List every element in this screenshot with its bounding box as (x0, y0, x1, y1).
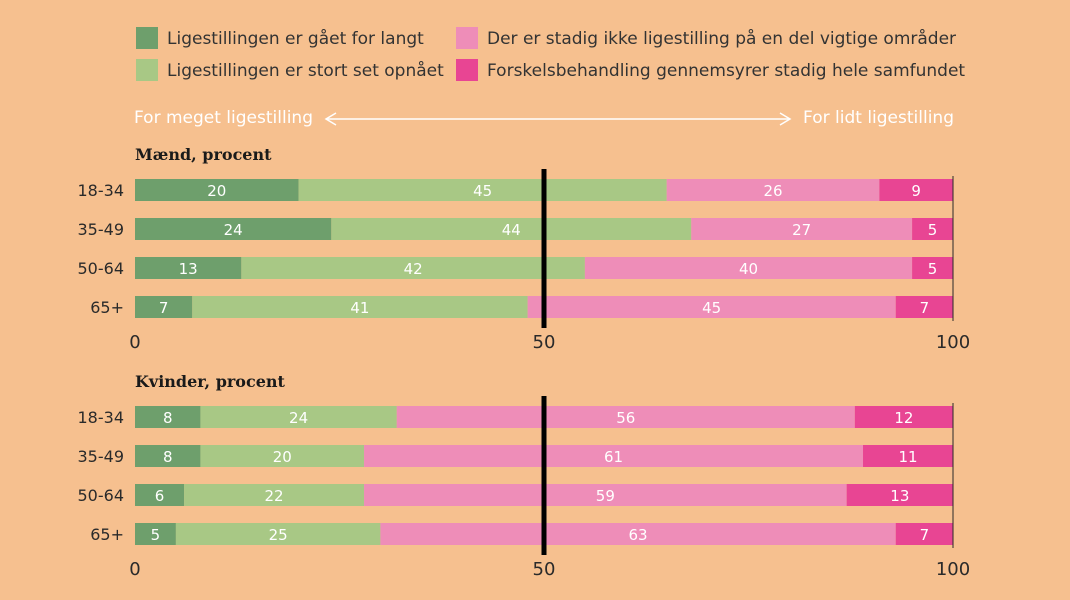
panel-title: Kvinder, procent (135, 372, 286, 391)
x-tick-label: 100 (936, 559, 970, 580)
bar-value-label: 20 (273, 448, 292, 466)
bar-value-label: 61 (604, 448, 623, 466)
bar-segment (135, 179, 299, 201)
category-label: 50-64 (78, 486, 125, 505)
bar-value-label: 7 (920, 526, 930, 544)
bar-segment (846, 484, 953, 506)
bar-segment (135, 257, 242, 279)
scale-right-label: For lidt ligestilling (803, 108, 954, 128)
arrow-right-icon (779, 112, 792, 126)
bar-segment (396, 406, 855, 428)
legend-swatch (136, 58, 158, 81)
bar-segment (584, 257, 913, 279)
bar-value-label: 45 (702, 299, 721, 317)
bar-value-label: 8 (163, 448, 173, 466)
bar-value-label: 13 (890, 487, 909, 505)
bar-segment (691, 218, 913, 240)
bar-segment (331, 218, 692, 240)
legend-label: Der er stadig ikke ligestilling på en de… (487, 29, 957, 49)
bar-segment (854, 406, 953, 428)
bar-value-label: 6 (155, 487, 165, 505)
legend-swatch (456, 58, 478, 81)
bar-segment (184, 484, 365, 506)
bar-segment (879, 179, 953, 201)
bar-value-label: 22 (265, 487, 284, 505)
bar-segment (135, 523, 176, 545)
bar-value-label: 26 (763, 182, 782, 200)
bar-value-label: 8 (163, 409, 173, 427)
bar-segment (200, 445, 365, 467)
bar-segment (912, 257, 953, 279)
bar-segment (298, 179, 667, 201)
bar-segment (527, 296, 896, 318)
bar-value-label: 9 (911, 182, 921, 200)
bar-segment (192, 296, 528, 318)
bar-segment (135, 484, 185, 506)
legend-label: Forskelsbehandling gennemsyrer stadig he… (487, 61, 966, 81)
bar-segment (135, 296, 193, 318)
legend-item: Ligestillingen er stort set opnået (136, 58, 444, 84)
x-tick-label: 50 (533, 332, 556, 353)
bar-value-label: 63 (629, 526, 648, 544)
panel-title: Mænd, procent (135, 145, 272, 164)
x-tick-label: 100 (936, 332, 970, 353)
bar-value-label: 56 (616, 409, 635, 427)
bar-value-label: 5 (928, 221, 938, 239)
bar-value-label: 24 (224, 221, 243, 239)
bar-value-label: 45 (473, 182, 492, 200)
legend-item: Forskelsbehandling gennemsyrer stadig he… (456, 58, 965, 84)
category-label: 18-34 (78, 408, 125, 427)
bar-value-label: 7 (159, 299, 169, 317)
category-label: 50-64 (78, 259, 125, 278)
bar-segment (863, 445, 953, 467)
bar-value-label: 24 (289, 409, 308, 427)
bar-segment (895, 296, 953, 318)
bar-segment (135, 406, 201, 428)
bar-value-label: 5 (151, 526, 161, 544)
bar-segment (912, 218, 953, 240)
legend-item: Ligestillingen er gået for langt (136, 26, 424, 52)
arrow-left-icon (324, 112, 337, 126)
bar-value-label: 41 (350, 299, 369, 317)
bar-value-label: 5 (928, 260, 938, 278)
category-label: 65+ (90, 525, 124, 544)
bar-value-label: 13 (179, 260, 198, 278)
bar-value-label: 11 (898, 448, 917, 466)
bar-segment (380, 523, 896, 545)
category-label: 35-49 (78, 220, 125, 239)
bar-value-label: 59 (596, 487, 615, 505)
legend-swatch (136, 26, 158, 49)
bar-value-label: 27 (792, 221, 811, 239)
bar-value-label: 40 (739, 260, 758, 278)
bar-segment (895, 523, 953, 545)
legend-item: Der er stadig ikke ligestilling på en de… (456, 26, 956, 52)
bar-segment (200, 406, 397, 428)
scale-left-label: For meget ligestilling (134, 108, 313, 128)
bar-segment (364, 484, 847, 506)
x-tick-label: 0 (129, 559, 140, 580)
bar-segment (666, 179, 880, 201)
category-label: 65+ (90, 298, 124, 317)
category-label: 35-49 (78, 447, 125, 466)
bar-segment (135, 218, 332, 240)
bar-value-label: 25 (269, 526, 288, 544)
bar-value-label: 44 (502, 221, 521, 239)
bar-segment (364, 445, 864, 467)
legend-label: Ligestillingen er gået for langt (167, 29, 424, 49)
bar-value-label: 12 (894, 409, 913, 427)
category-label: 18-34 (78, 181, 125, 200)
bar-segment (241, 257, 585, 279)
x-tick-label: 50 (533, 559, 556, 580)
legend-label: Ligestillingen er stort set opnået (167, 61, 444, 81)
bar-value-label: 7 (920, 299, 930, 317)
x-tick-label: 0 (129, 332, 140, 353)
bar-value-label: 20 (207, 182, 226, 200)
bar-value-label: 42 (404, 260, 423, 278)
legend-swatch (456, 26, 478, 49)
bar-segment (175, 523, 381, 545)
bar-segment (135, 445, 201, 467)
